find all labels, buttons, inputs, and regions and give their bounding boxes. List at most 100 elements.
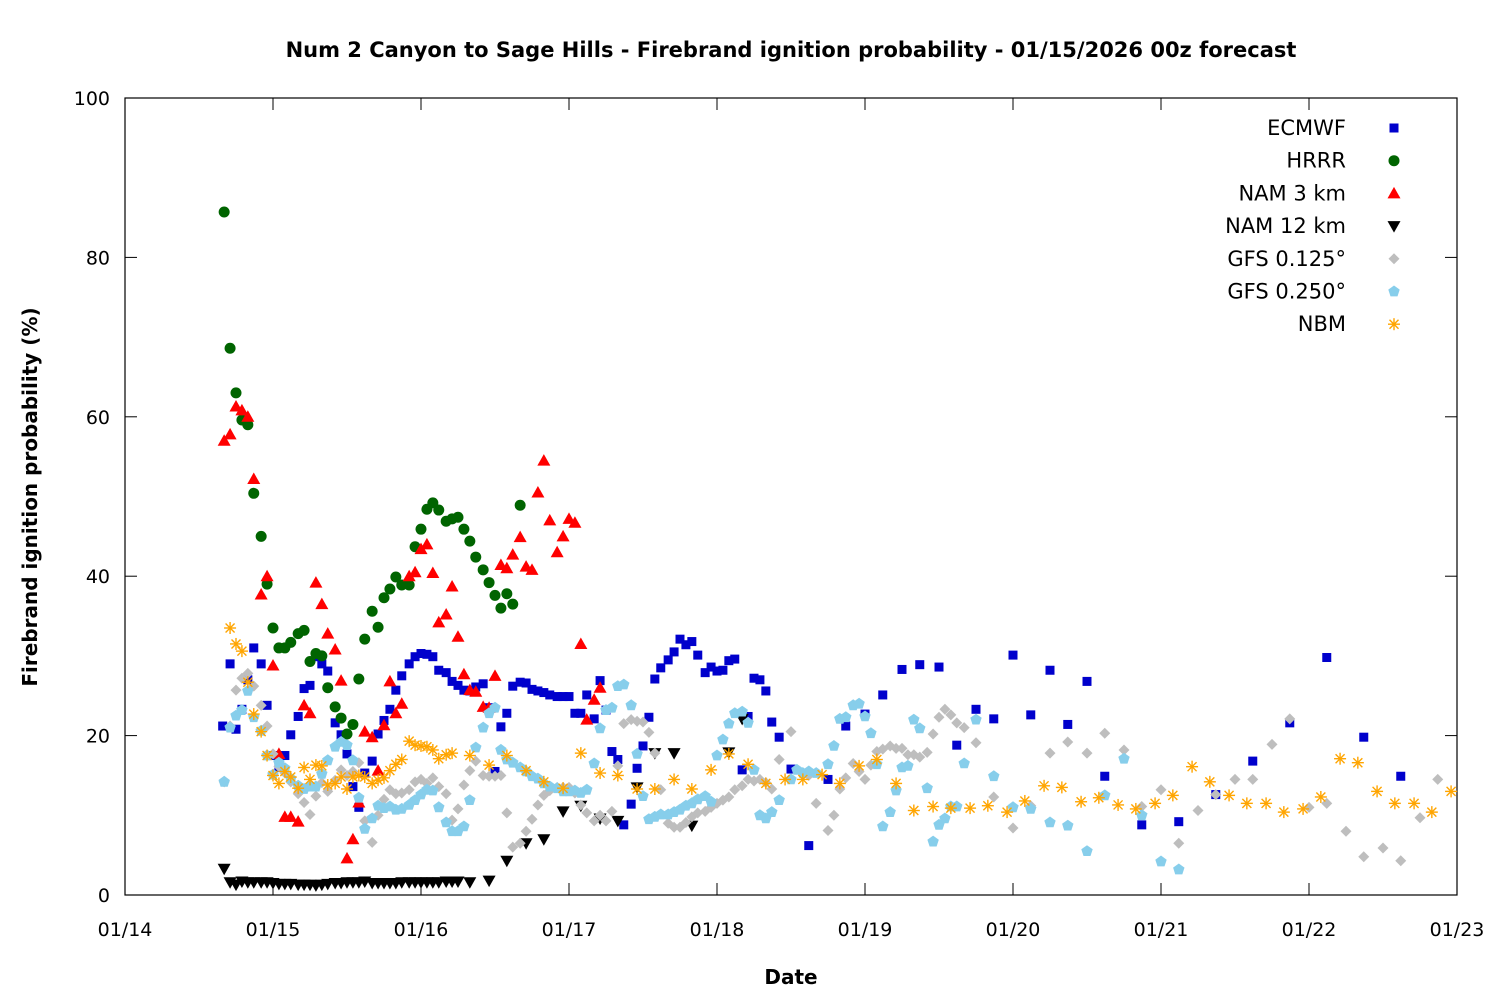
data-point-ecmwf	[404, 659, 414, 669]
data-point-gfs-0-125	[588, 815, 600, 827]
data-point-ecmwf	[774, 732, 784, 742]
data-point-nam-3-km	[291, 815, 305, 827]
data-point-gfs-0-125	[927, 728, 939, 740]
data-point-hrrr	[267, 622, 279, 634]
data-point-gfs-0-250	[1025, 802, 1037, 814]
data-point-ecmwf	[1248, 756, 1258, 766]
data-point-nbm	[1314, 790, 1327, 803]
data-point-nam-12-km	[217, 863, 231, 876]
data-point-nbm	[870, 753, 883, 766]
data-point-ecmwf	[724, 656, 734, 666]
data-point-hrrr	[329, 701, 341, 713]
data-point-nbm	[426, 743, 439, 756]
data-point-nbm	[1129, 802, 1142, 815]
data-point-gfs-0-250	[742, 716, 754, 728]
data-point-gfs-0-125	[1414, 812, 1426, 824]
data-point-gfs-0-250	[477, 721, 489, 733]
data-point-gfs-0-125	[600, 815, 612, 827]
data-point-hrrr	[298, 624, 310, 636]
data-point-nam-3-km	[395, 697, 409, 709]
data-point-ecmwf	[286, 730, 296, 740]
data-point-ecmwf	[1082, 676, 1092, 686]
data-point-gfs-0-125	[810, 797, 822, 809]
data-point-nbm	[964, 802, 977, 815]
data-point-nbm	[1018, 794, 1031, 807]
data-point-ecmwf	[256, 659, 266, 669]
x-tick-label: 01/14	[98, 919, 153, 941]
data-point-nbm	[779, 773, 792, 786]
data-point-hrrr	[366, 605, 378, 617]
data-point-nam-12-km	[463, 877, 477, 889]
data-point-nbm	[500, 749, 513, 762]
data-point-gfs-0-125	[1081, 747, 1093, 759]
data-point-gfs-0-125	[1358, 851, 1370, 863]
data-point-gfs-0-125	[1377, 842, 1389, 854]
data-point-gfs-0-125	[1192, 805, 1204, 817]
data-point-gfs-0-125	[896, 742, 908, 754]
data-point-gfs-0-125	[526, 813, 538, 825]
data-point-gfs-0-250	[939, 812, 951, 824]
data-point-gfs-0-125	[951, 717, 963, 729]
data-point-ecmwf	[373, 729, 383, 739]
y-tick-label: 60	[86, 407, 110, 429]
data-point-ecmwf	[681, 640, 691, 650]
data-point-ecmwf	[656, 663, 666, 673]
data-point-ecmwf	[293, 711, 303, 721]
data-point-nam-3-km	[260, 569, 274, 582]
data-point-ecmwf	[897, 664, 907, 674]
data-point-nbm	[292, 782, 305, 795]
data-point-nbm	[230, 637, 242, 650]
data-point-nbm	[284, 771, 297, 784]
data-point-gfs-0-125	[822, 824, 834, 836]
x-tick-label: 01/19	[838, 919, 893, 941]
data-point-ecmwf	[533, 686, 543, 696]
data-point-ecmwf	[1396, 771, 1406, 781]
data-point-ecmwf	[527, 684, 537, 694]
data-point-ecmwf	[552, 692, 562, 702]
data-point-gfs-0-250	[347, 754, 359, 766]
data-point-nam-3-km	[593, 681, 607, 693]
data-point-gfs-0-250	[859, 710, 871, 722]
legend-marker-gfs-0-125	[1388, 253, 1400, 265]
data-point-ecmwf	[336, 730, 346, 740]
data-point-nbm	[304, 773, 316, 786]
data-point-gfs-0-250	[711, 749, 723, 761]
data-point-hrrr	[390, 571, 402, 583]
data-point-nam-3-km	[321, 627, 335, 639]
data-point-gfs-0-125	[1118, 744, 1130, 756]
data-point-gfs-0-250	[625, 699, 637, 711]
data-point-gfs-0-125	[859, 773, 871, 785]
data-point-gfs-0-125	[495, 769, 507, 781]
data-point-nam-3-km	[420, 537, 434, 550]
data-point-ecmwf	[539, 688, 549, 698]
data-point-gfs-0-250	[1081, 845, 1093, 856]
data-point-ecmwf	[737, 765, 747, 775]
data-point-gfs-0-250	[366, 812, 378, 824]
data-point-gfs-0-250	[427, 784, 439, 796]
data-point-gfs-0-250	[224, 721, 236, 733]
data-point-ecmwf	[1063, 719, 1073, 729]
data-point-ecmwf	[767, 717, 777, 727]
data-point-nam-3-km	[389, 706, 403, 719]
data-point-ecmwf	[502, 708, 512, 718]
data-point-gfs-0-250	[723, 717, 735, 729]
data-point-nbm	[833, 777, 846, 790]
data-point-ecmwf	[1322, 652, 1332, 662]
data-point-nbm	[611, 769, 624, 782]
data-point-nbm	[520, 764, 533, 777]
data-point-gfs-0-250	[970, 713, 982, 725]
series-hrrr	[218, 206, 526, 740]
data-point-gfs-0-125	[933, 711, 945, 723]
y-tick-label: 40	[86, 566, 110, 588]
data-point-hrrr	[470, 551, 482, 563]
data-point-nbm	[1149, 797, 1162, 810]
legend-marker-ecmwf	[1389, 123, 1399, 133]
data-point-gfs-0-125	[939, 703, 951, 715]
data-point-ecmwf	[348, 782, 358, 792]
data-point-nbm	[358, 771, 371, 784]
data-point-nbm	[1038, 779, 1051, 792]
data-point-nbm	[1092, 791, 1105, 804]
data-point-nam-3-km	[402, 569, 416, 582]
data-point-ecmwf	[305, 680, 315, 690]
x-tick-label: 01/18	[690, 919, 745, 941]
